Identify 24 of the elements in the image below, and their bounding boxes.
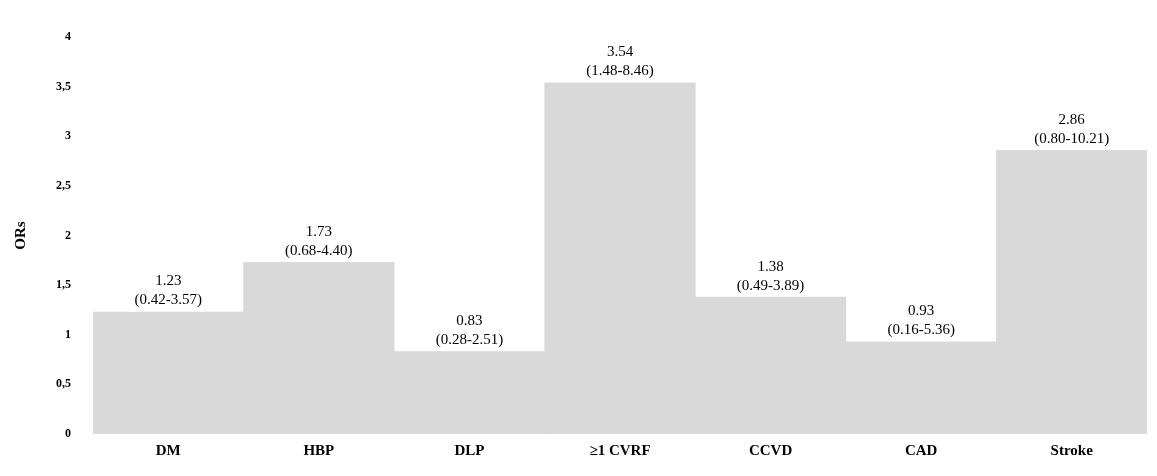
x-tick-label: DM (155, 441, 181, 458)
y-tick-label: 0 (65, 426, 71, 441)
data-label: 1.23 (0.42-3.57) (134, 272, 203, 309)
y-tick-label: 3,5 (56, 78, 71, 93)
y-tick-label: 2 (65, 227, 71, 242)
x-tick-label: ≥1 CVRF (589, 441, 651, 458)
y-tick-label: 0,5 (56, 376, 71, 391)
x-tick-label: CAD (904, 441, 938, 458)
y-axis-title: ORs (11, 221, 28, 250)
x-tick-label: CCVD (748, 441, 793, 458)
data-label: 0.93 (0.16-5.36) (887, 302, 955, 339)
x-tick-label: Stroke (1050, 441, 1094, 458)
y-tick-label: 4 (65, 29, 71, 44)
x-tick-label: HBP (303, 441, 335, 458)
y-tick-label: 1 (65, 326, 71, 341)
y-tick-label: 3 (65, 128, 71, 143)
data-label: 2.86 (0.80-10.21) (1034, 110, 1110, 147)
data-label: 1.38 (0.49-3.89) (736, 257, 805, 294)
data-label: 0.83 (0.28-2.51) (435, 312, 504, 349)
data-label: 1.73 (0.68-4.40) (285, 222, 353, 259)
y-tick-label: 1,5 (56, 277, 71, 292)
data-label: 3.54 (1.48-8.46) (586, 43, 654, 80)
y-tick-label: 2,5 (56, 178, 71, 193)
x-tick-label: DLP (454, 441, 485, 458)
